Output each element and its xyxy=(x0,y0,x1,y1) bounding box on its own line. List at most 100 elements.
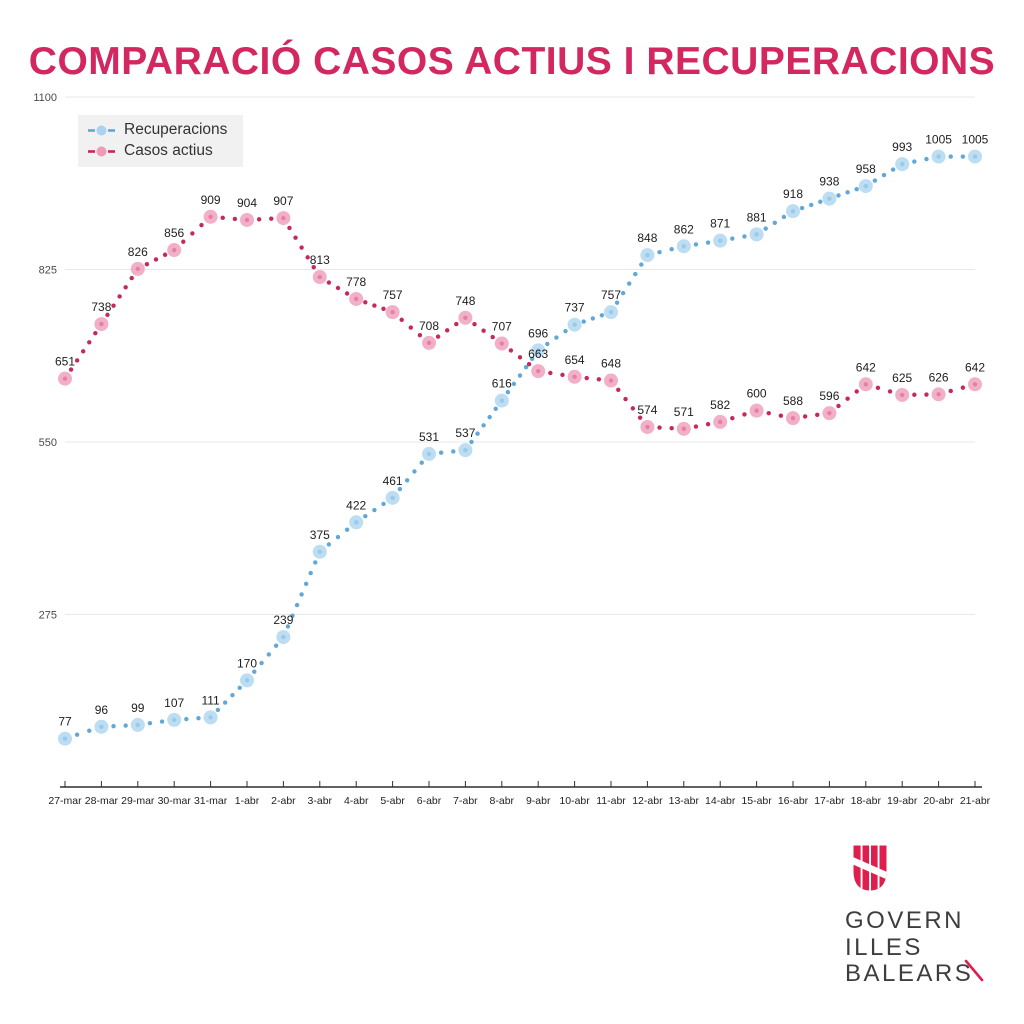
series-line-dot xyxy=(815,412,820,418)
series-line-dot xyxy=(481,423,486,428)
data-point-marker xyxy=(276,630,291,645)
data-point-marker xyxy=(931,149,946,164)
recuperacions-series-marker-icon xyxy=(88,125,115,135)
data-point-label: 616 xyxy=(492,377,512,391)
legend-item-recuperacions: Recuperacions xyxy=(88,120,227,140)
series-line-dot xyxy=(144,261,150,267)
data-point-marker xyxy=(531,364,546,379)
data-point-marker xyxy=(167,712,182,727)
data-point-label: 707 xyxy=(492,320,512,334)
series-line-dot xyxy=(445,328,450,333)
series-line-dot xyxy=(693,424,699,429)
x-axis-tick-label: 6-abr xyxy=(417,795,442,807)
data-point-marker xyxy=(494,393,509,408)
data-point-marker xyxy=(749,227,764,242)
data-point-marker xyxy=(203,710,218,725)
series-line-dot xyxy=(308,570,313,576)
series-line-dot xyxy=(875,385,881,391)
data-point-marker xyxy=(58,731,72,746)
series-line-dot xyxy=(669,247,674,252)
series-line-dot xyxy=(74,358,80,363)
series-line-dot xyxy=(511,381,517,387)
series-line-dot xyxy=(523,364,529,370)
series-line-dot xyxy=(417,333,423,338)
series-line-dot xyxy=(887,389,893,394)
series-line-dot xyxy=(912,392,917,397)
data-point-label: 588 xyxy=(783,394,803,408)
series-line-dot xyxy=(438,450,444,455)
series-line-dot xyxy=(730,415,735,421)
series-line-dot xyxy=(669,426,674,431)
data-point-label: 871 xyxy=(710,217,730,231)
series-line-dot xyxy=(252,669,257,674)
series-line-dot xyxy=(363,513,368,519)
series-line-dot xyxy=(181,239,186,244)
series-line-dot xyxy=(454,321,459,327)
x-axis-tick-label: 28-mar xyxy=(85,795,119,807)
series-line-dot xyxy=(890,167,896,172)
series-line-dot xyxy=(93,330,98,336)
x-axis-tick-label: 14-abr xyxy=(705,795,736,807)
series-line-dot xyxy=(526,362,532,367)
series-line-dot xyxy=(232,216,238,222)
data-point-label: 663 xyxy=(528,347,548,361)
data-point-label: 531 xyxy=(419,430,439,444)
series-line-dot xyxy=(948,388,953,394)
series-line-dot xyxy=(381,306,386,312)
series-line-dot xyxy=(311,265,316,270)
series-line-dot xyxy=(81,349,86,354)
data-point-marker xyxy=(786,411,800,426)
series-line-dot xyxy=(335,534,341,540)
series-line-dot xyxy=(554,335,559,340)
series-line-dot xyxy=(222,700,228,705)
x-axis-tick-label: 29-mar xyxy=(121,795,155,807)
series-line-dot xyxy=(199,222,204,228)
series-line-dot xyxy=(545,341,550,347)
series-line-dot xyxy=(105,312,110,318)
data-point-label: 648 xyxy=(601,357,621,371)
data-point-label: 757 xyxy=(601,288,621,302)
series-line-dot xyxy=(313,560,318,565)
series-line-dot xyxy=(326,542,332,547)
y-axis-tick-label: 550 xyxy=(39,437,57,449)
data-point-marker xyxy=(349,515,364,530)
data-point-label: 96 xyxy=(95,703,109,717)
data-point-label: 111 xyxy=(201,693,220,707)
series-line-dot xyxy=(924,392,929,397)
data-point-marker xyxy=(604,305,618,320)
series-line-dot xyxy=(87,340,92,345)
series-line-dot xyxy=(845,396,850,401)
x-axis-tick-label: 5-abr xyxy=(380,795,405,807)
data-point-marker xyxy=(713,233,728,248)
data-point-label: 848 xyxy=(637,231,657,245)
series-line-dot xyxy=(215,707,221,713)
data-point-marker xyxy=(749,403,764,418)
data-point-label: 748 xyxy=(455,294,475,308)
data-point-marker xyxy=(385,490,400,505)
x-axis-tick-label: 7-abr xyxy=(453,795,478,807)
series-line-dot xyxy=(596,377,602,382)
series-line-dot xyxy=(475,431,480,436)
casos-actius-series-marker-icon xyxy=(88,146,115,156)
y-axis-tick-label: 1100 xyxy=(33,92,57,104)
series-line-dot xyxy=(705,240,711,245)
series-line-dot xyxy=(517,355,523,360)
series-line-dot xyxy=(657,249,662,255)
data-point-label: 571 xyxy=(674,405,694,419)
series-line-dot xyxy=(481,328,486,333)
data-point-label: 918 xyxy=(783,187,803,201)
data-point-label: 582 xyxy=(710,398,730,412)
data-point-marker xyxy=(458,443,473,458)
x-axis-tick-label: 3-abr xyxy=(308,795,333,807)
series-line-dot xyxy=(763,226,768,231)
series-line-dot xyxy=(344,527,350,532)
logo-slash-icon xyxy=(964,959,984,982)
x-axis-tick-label: 1-abr xyxy=(235,795,260,807)
data-point-marker xyxy=(494,336,509,351)
x-axis-tick-label: 10-abr xyxy=(559,795,590,807)
x-axis-tick-label: 12-abr xyxy=(632,795,663,807)
x-axis-tick-label: 31-mar xyxy=(194,795,228,807)
data-point-label: 862 xyxy=(674,222,694,236)
x-axis-tick-label: 19-abr xyxy=(887,795,918,807)
